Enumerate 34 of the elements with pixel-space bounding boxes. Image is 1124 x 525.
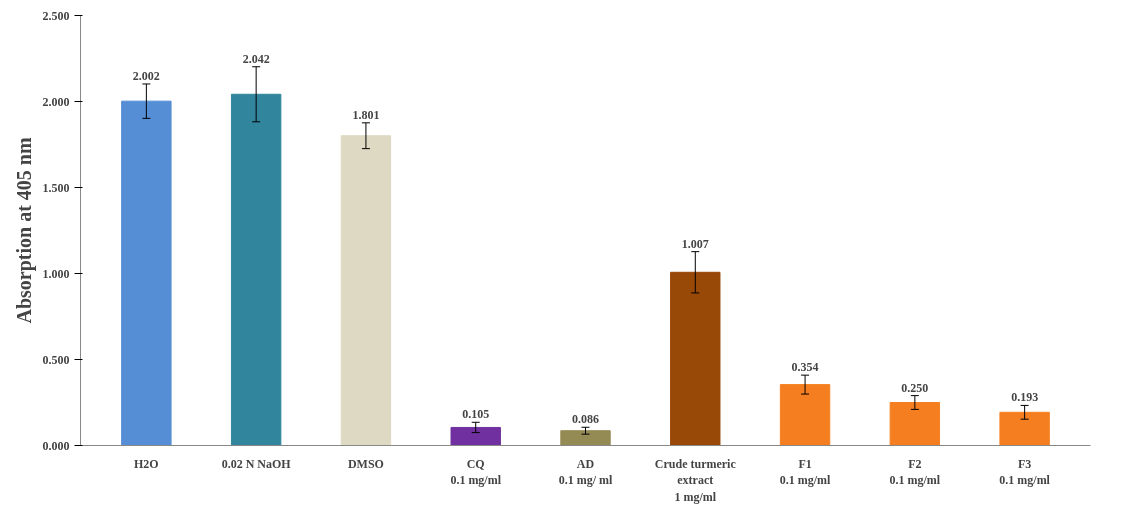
data-label: 0.250 bbox=[901, 380, 929, 395]
data-label: 2.042 bbox=[242, 51, 270, 66]
y-tick-label: 2.500 bbox=[42, 8, 70, 23]
x-tick-label: DMSO bbox=[347, 456, 384, 471]
data-label: 2.002 bbox=[132, 68, 160, 83]
x-tick-label: F2 0.1 mg/ml bbox=[889, 456, 941, 488]
bar bbox=[779, 384, 831, 446]
bar bbox=[121, 100, 172, 446]
data-label: 0.105 bbox=[462, 407, 490, 422]
x-tick-label: CQ 0.1 mg/ml bbox=[450, 456, 502, 488]
y-tick-label: 1.000 bbox=[42, 266, 70, 281]
x-tick-label: F3 0.1 mg/ml bbox=[999, 456, 1051, 488]
data-label: 0.193 bbox=[1011, 390, 1039, 405]
bar bbox=[340, 135, 392, 446]
y-axis-title: Absorption at 405 nm bbox=[12, 137, 36, 324]
y-tick-label: 2.000 bbox=[42, 94, 70, 109]
y-tick-label: 0.000 bbox=[42, 438, 70, 453]
bar bbox=[999, 411, 1050, 446]
data-label: 1.801 bbox=[352, 107, 380, 122]
data-label: 0.086 bbox=[572, 412, 599, 427]
bar bbox=[670, 271, 721, 446]
bar bbox=[560, 430, 611, 446]
bar bbox=[889, 402, 941, 446]
data-label: 1.007 bbox=[681, 236, 709, 251]
data-label: 0.354 bbox=[791, 360, 819, 375]
x-tick-label: H2O bbox=[134, 456, 159, 471]
x-tick-label: AD 0.1 mg/ ml bbox=[558, 456, 613, 488]
x-tick-label: 0.02 N NaOH bbox=[221, 456, 292, 471]
x-tick-label: Crude turmeric extract 1 mg/ml bbox=[654, 456, 737, 505]
y-tick-label: 0.500 bbox=[42, 352, 70, 367]
bar bbox=[450, 426, 501, 446]
x-tick-label: F1 0.1 mg/ml bbox=[779, 456, 832, 488]
bar bbox=[230, 93, 282, 446]
y-tick-label: 1.500 bbox=[42, 180, 70, 195]
